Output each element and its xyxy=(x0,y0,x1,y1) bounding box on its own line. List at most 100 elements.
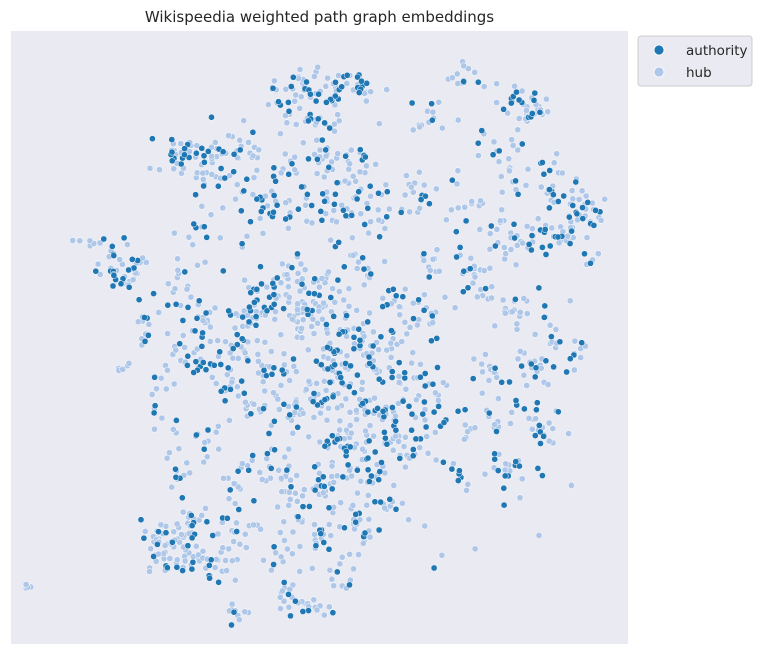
data-point-authority xyxy=(151,402,159,410)
data-point-hub xyxy=(170,165,178,173)
data-point-authority xyxy=(584,199,592,206)
legend-label-authority: authority xyxy=(686,43,748,59)
data-point-hub xyxy=(308,219,316,227)
data-point-hub xyxy=(453,180,461,188)
data-point-hub xyxy=(454,167,462,175)
data-point-hub xyxy=(432,389,439,397)
data-point-authority xyxy=(227,386,234,393)
data-point-hub xyxy=(594,250,602,258)
data-point-authority xyxy=(531,89,539,97)
data-point-authority xyxy=(233,528,241,535)
data-point-hub xyxy=(317,409,324,417)
data-point-hub xyxy=(179,332,187,339)
data-point-authority xyxy=(352,511,360,518)
data-point-hub xyxy=(153,385,160,393)
data-point-hub xyxy=(322,387,330,394)
data-point-hub xyxy=(179,508,187,516)
data-point-hub xyxy=(571,337,579,345)
data-point-authority xyxy=(351,389,358,397)
data-point-authority xyxy=(188,565,196,573)
data-point-authority xyxy=(328,485,336,493)
data-point-authority xyxy=(513,88,520,96)
data-point-hub xyxy=(206,338,214,345)
data-point-hub xyxy=(518,475,526,483)
data-point-authority xyxy=(154,541,161,548)
data-point-authority xyxy=(191,327,199,335)
data-point-authority xyxy=(233,341,241,348)
data-point-hub xyxy=(355,258,362,266)
data-point-hub xyxy=(409,299,417,307)
data-point-authority xyxy=(518,140,526,148)
data-point-authority xyxy=(392,417,399,425)
data-point-authority xyxy=(168,136,176,143)
data-point-hub xyxy=(471,545,479,553)
data-point-hub xyxy=(242,398,249,406)
data-point-authority xyxy=(592,207,599,214)
data-point-authority xyxy=(448,465,456,473)
data-point-authority xyxy=(310,390,318,397)
data-point-hub xyxy=(171,285,179,293)
data-point-authority xyxy=(364,454,372,462)
data-point-hub xyxy=(485,377,493,384)
data-point-hub xyxy=(311,73,318,80)
data-point-hub xyxy=(294,300,301,308)
data-point-hub xyxy=(523,310,531,317)
data-point-authority xyxy=(428,116,436,124)
data-point-hub xyxy=(285,502,293,509)
data-point-hub xyxy=(183,285,191,293)
data-point-hub xyxy=(460,62,468,70)
data-point-hub xyxy=(277,605,284,612)
data-point-hub xyxy=(288,315,296,323)
data-point-authority xyxy=(329,393,337,401)
data-point-hub xyxy=(505,155,513,163)
data-point-hub xyxy=(211,304,219,312)
data-point-hub xyxy=(476,226,484,233)
legend-marker-hub xyxy=(653,66,665,78)
data-point-hub xyxy=(568,482,575,489)
data-point-hub xyxy=(479,368,486,376)
data-point-authority xyxy=(474,78,482,86)
data-point-authority xyxy=(493,428,500,435)
data-point-hub xyxy=(169,426,177,433)
data-point-authority xyxy=(399,293,407,301)
data-point-hub xyxy=(482,351,489,358)
data-point-authority xyxy=(269,280,277,287)
data-point-authority xyxy=(137,516,145,524)
data-point-authority xyxy=(169,538,176,546)
data-point-authority xyxy=(270,291,278,298)
data-point-authority xyxy=(587,259,594,267)
data-point-authority xyxy=(110,252,118,259)
data-point-authority xyxy=(141,338,149,345)
data-point-authority xyxy=(518,362,525,370)
data-point-authority xyxy=(428,337,435,345)
data-point-hub xyxy=(442,216,450,224)
data-point-hub xyxy=(311,531,318,538)
data-point-hub xyxy=(272,308,279,316)
data-point-hub xyxy=(277,553,285,561)
data-point-hub xyxy=(516,308,524,316)
data-point-hub xyxy=(280,518,288,526)
data-point-authority xyxy=(217,165,225,172)
data-point-authority xyxy=(419,410,427,418)
data-point-authority xyxy=(532,364,540,372)
data-point-hub xyxy=(320,299,327,307)
data-point-hub xyxy=(431,429,439,436)
data-point-authority xyxy=(535,284,543,292)
data-point-hub xyxy=(219,204,227,212)
data-point-hub xyxy=(69,237,77,244)
data-point-authority xyxy=(495,147,503,155)
data-point-authority xyxy=(330,313,338,320)
data-point-hub xyxy=(119,366,127,373)
plot-area xyxy=(11,31,628,644)
data-point-hub xyxy=(343,80,351,87)
data-point-hub xyxy=(363,162,370,170)
data-point-authority xyxy=(579,204,586,211)
data-point-authority xyxy=(238,377,246,385)
data-point-authority xyxy=(550,363,557,371)
data-point-authority xyxy=(498,378,506,386)
data-point-authority xyxy=(280,400,288,408)
data-point-hub xyxy=(381,504,388,512)
data-point-authority xyxy=(365,353,373,361)
data-point-authority xyxy=(221,397,229,405)
data-point-hub xyxy=(155,309,163,316)
